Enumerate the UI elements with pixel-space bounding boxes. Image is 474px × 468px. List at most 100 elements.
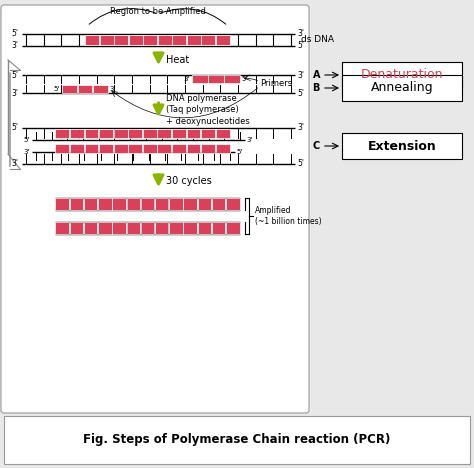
Text: DNA polymerase
(Taq polymerase)
+ deoxynucleotides: DNA polymerase (Taq polymerase) + deoxyn…	[166, 94, 250, 126]
Bar	[84, 198, 97, 210]
Text: 5': 5'	[11, 29, 18, 38]
Text: 3': 3'	[297, 71, 304, 80]
Bar	[70, 222, 83, 234]
Bar	[93, 85, 108, 93]
Bar	[143, 144, 157, 153]
Bar	[187, 144, 201, 153]
Text: 3': 3'	[297, 124, 304, 132]
FancyBboxPatch shape	[342, 133, 462, 159]
Bar	[201, 144, 215, 153]
Bar	[99, 144, 113, 153]
Bar	[128, 144, 142, 153]
Text: 5': 5'	[54, 86, 60, 92]
Bar	[4, 416, 470, 464]
Text: 5': 5'	[11, 71, 18, 80]
Bar	[129, 35, 143, 45]
Text: Annealing: Annealing	[371, 81, 433, 95]
Text: 5': 5'	[297, 160, 304, 168]
Bar	[99, 129, 113, 138]
Text: ds DNA: ds DNA	[301, 36, 334, 44]
Bar	[198, 198, 211, 210]
Text: 3': 3'	[11, 88, 18, 97]
Bar	[98, 198, 111, 210]
Bar	[198, 222, 211, 234]
Text: Extension: Extension	[368, 139, 437, 153]
Text: 3': 3'	[297, 29, 304, 38]
Bar	[183, 222, 197, 234]
Bar	[155, 198, 168, 210]
Text: Amplified
(~1 billion times): Amplified (~1 billion times)	[255, 206, 322, 226]
Text: Primers: Primers	[260, 80, 292, 88]
Bar	[114, 129, 128, 138]
Text: 5': 5'	[11, 124, 18, 132]
Bar	[128, 129, 142, 138]
Bar	[216, 35, 229, 45]
Bar	[216, 144, 229, 153]
Text: 5': 5'	[297, 42, 304, 51]
Bar	[226, 198, 239, 210]
Bar	[224, 75, 239, 83]
Bar	[114, 35, 128, 45]
Bar	[216, 129, 229, 138]
Bar	[55, 198, 69, 210]
Bar	[212, 198, 225, 210]
Bar	[143, 129, 157, 138]
Bar	[70, 129, 84, 138]
Bar	[209, 75, 224, 83]
FancyBboxPatch shape	[1, 5, 309, 413]
Bar	[84, 222, 97, 234]
Text: Denaturation: Denaturation	[361, 68, 443, 81]
Bar	[187, 35, 201, 45]
Bar	[84, 129, 98, 138]
Bar	[55, 129, 69, 138]
Bar	[55, 222, 69, 234]
Bar	[169, 198, 182, 210]
Bar	[112, 222, 126, 234]
Bar	[192, 75, 208, 83]
Text: Region to be Amplified: Region to be Amplified	[110, 7, 206, 16]
Text: Fig. Steps of Polymerase Chain reaction (PCR): Fig. Steps of Polymerase Chain reaction …	[83, 433, 391, 446]
Text: 3': 3'	[246, 137, 252, 143]
Bar	[78, 85, 92, 93]
Bar	[127, 198, 140, 210]
Text: C: C	[313, 141, 320, 151]
Bar	[158, 35, 172, 45]
Bar	[55, 144, 69, 153]
Text: 3': 3'	[109, 86, 115, 92]
Bar	[144, 35, 157, 45]
Text: 5': 5'	[241, 76, 247, 82]
Text: 3': 3'	[183, 76, 190, 82]
Text: Heat: Heat	[166, 55, 190, 65]
Bar	[155, 222, 168, 234]
Bar	[141, 198, 154, 210]
Bar	[201, 129, 215, 138]
Bar	[98, 222, 111, 234]
Bar	[63, 85, 77, 93]
Bar	[84, 144, 98, 153]
Bar	[172, 129, 186, 138]
Text: B: B	[313, 83, 320, 93]
Bar	[157, 144, 171, 153]
Bar	[173, 35, 186, 45]
Bar	[201, 35, 215, 45]
Bar	[157, 129, 171, 138]
Text: 5': 5'	[24, 137, 30, 143]
Text: 30 cycles: 30 cycles	[166, 176, 212, 186]
Bar	[127, 222, 140, 234]
Bar	[187, 129, 201, 138]
Bar	[183, 198, 197, 210]
Text: 3': 3'	[11, 42, 18, 51]
Text: 5': 5'	[236, 149, 242, 155]
Bar	[112, 198, 126, 210]
Text: A: A	[312, 70, 320, 80]
Bar	[212, 222, 225, 234]
Bar	[172, 144, 186, 153]
Bar	[141, 222, 154, 234]
Text: 3': 3'	[11, 160, 18, 168]
Bar	[114, 144, 128, 153]
FancyBboxPatch shape	[342, 75, 462, 101]
Bar	[100, 35, 114, 45]
Text: 5': 5'	[297, 88, 304, 97]
Bar	[85, 35, 99, 45]
FancyBboxPatch shape	[342, 62, 462, 88]
